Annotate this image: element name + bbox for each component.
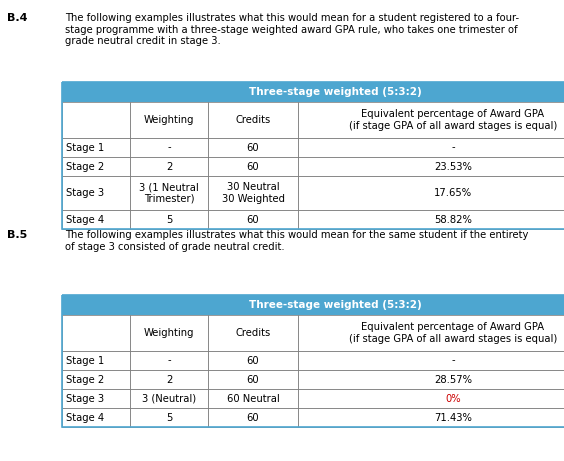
Bar [130,370,208,389]
Text: 2: 2 [166,374,172,384]
Bar [62,102,130,138]
Bar [208,351,298,370]
Bar [62,351,130,370]
Bar [62,408,130,427]
Bar [62,315,130,351]
Bar [298,210,564,229]
Bar [62,176,130,210]
Bar [130,210,208,229]
Bar [208,102,298,138]
Text: 17.65%: 17.65% [434,188,472,198]
Bar [298,157,564,176]
Bar [130,351,208,370]
Text: 60: 60 [246,214,259,225]
Bar [62,370,130,389]
Text: 28.57%: 28.57% [434,374,472,384]
Text: Weighting: Weighting [144,115,194,125]
Text: Equivalent percentage of Award GPA
(if stage GPA of all award stages is equal): Equivalent percentage of Award GPA (if s… [349,322,557,344]
Text: Three-stage weighted (5:3:2): Three-stage weighted (5:3:2) [249,87,421,97]
Text: 5: 5 [166,413,172,422]
Bar [62,138,130,157]
Bar [208,315,298,351]
Text: The following examples illustrates what this would mean for a student registered: The following examples illustrates what … [65,13,519,46]
Text: 0%: 0% [445,394,461,403]
Bar [208,157,298,176]
Bar [130,315,208,351]
Text: Credits: Credits [235,115,271,125]
Bar [298,102,564,138]
Text: Weighting: Weighting [144,328,194,338]
Text: Stage 1: Stage 1 [66,142,104,153]
Text: 60: 60 [246,374,259,384]
Text: Equivalent percentage of Award GPA
(if stage GPA of all award stages is equal): Equivalent percentage of Award GPA (if s… [349,109,557,131]
Bar [208,370,298,389]
Text: Stage 3: Stage 3 [66,188,104,198]
Bar [62,157,130,176]
Text: 5: 5 [166,214,172,225]
Text: 60: 60 [246,161,259,171]
Bar [298,389,564,408]
Text: Stage 2: Stage 2 [66,374,104,384]
Text: 60: 60 [246,355,259,366]
Bar [298,138,564,157]
Text: -: - [451,142,455,153]
Text: 23.53%: 23.53% [434,161,472,171]
Text: Stage 2: Stage 2 [66,161,104,171]
Bar [208,408,298,427]
Bar [62,295,564,315]
Text: Credits: Credits [235,328,271,338]
Text: -: - [167,355,171,366]
Text: Stage 3: Stage 3 [66,394,104,403]
Text: B.5: B.5 [7,230,28,240]
Text: 58.82%: 58.82% [434,214,472,225]
Text: -: - [451,355,455,366]
Bar [130,389,208,408]
Bar [130,157,208,176]
Text: Stage 4: Stage 4 [66,413,104,422]
Bar [62,210,130,229]
Bar [298,351,564,370]
Text: -: - [167,142,171,153]
Bar [62,295,564,427]
Bar [298,408,564,427]
Text: 3 (Neutral): 3 (Neutral) [142,394,196,403]
Text: Stage 4: Stage 4 [66,214,104,225]
Bar [62,82,564,229]
Text: Stage 1: Stage 1 [66,355,104,366]
Bar [62,82,564,102]
Bar [130,176,208,210]
Bar [208,138,298,157]
Bar [208,210,298,229]
Text: B.4: B.4 [7,13,28,23]
Text: 2: 2 [166,161,172,171]
Text: 30 Neutral
30 Weighted: 30 Neutral 30 Weighted [222,182,284,204]
Bar [130,138,208,157]
Bar [130,102,208,138]
Bar [298,176,564,210]
Bar [208,176,298,210]
Text: The following examples illustrates what this would mean for the same student if : The following examples illustrates what … [65,230,528,252]
Text: 60 Neutral: 60 Neutral [227,394,279,403]
Bar [298,315,564,351]
Bar [208,389,298,408]
Text: Three-stage weighted (5:3:2): Three-stage weighted (5:3:2) [249,300,421,310]
Bar [130,408,208,427]
Text: 71.43%: 71.43% [434,413,472,422]
Text: 60: 60 [246,413,259,422]
Bar [62,389,130,408]
Text: 60: 60 [246,142,259,153]
Bar [298,370,564,389]
Text: 3 (1 Neutral
Trimester): 3 (1 Neutral Trimester) [139,182,199,204]
